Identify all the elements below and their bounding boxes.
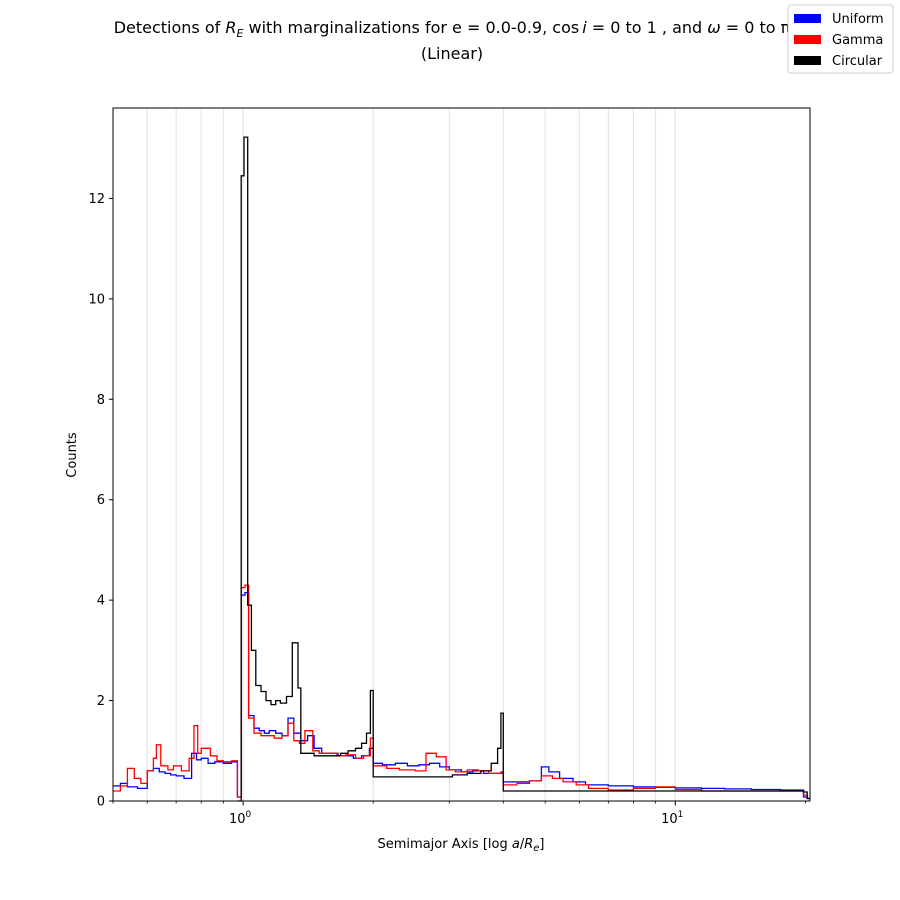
plot-area: [113, 108, 810, 801]
y-tick-label: 4: [97, 594, 105, 609]
series-layer: [113, 136, 810, 802]
chart-title-line2: (Linear): [421, 44, 483, 63]
axes-frame: [112, 107, 811, 802]
y-axis-label: Counts: [65, 432, 80, 478]
legend-swatch-uniform: [794, 14, 821, 23]
legend-label-circular: Circular: [832, 54, 883, 69]
y-tick-label: 12: [88, 192, 105, 207]
legend-swatch-gamma: [794, 35, 821, 44]
legend-label-uniform: Uniform: [832, 12, 884, 27]
y-tick-label: 8: [97, 393, 105, 408]
x-tick-label: 100: [229, 810, 252, 827]
series-line-gamma: [113, 584, 810, 800]
x-axis-ticks: 100 101: [112, 801, 806, 827]
legend-swatch-circular: [794, 56, 821, 65]
y-tick-label: 2: [97, 694, 105, 709]
series-line-circular: [237, 136, 810, 802]
legend-label-gamma: Gamma: [832, 33, 883, 48]
x-axis-label: Semimajor Axis [log a/Re]: [378, 837, 545, 854]
y-axis-ticks: 0 2 4 6 8 10 12: [88, 192, 113, 810]
legend: Uniform Gamma Circular: [787, 4, 894, 74]
y-tick-label: 6: [97, 493, 105, 508]
chart-title-line1: Detections of RE with marginalizations f…: [114, 18, 791, 40]
grid-lines: [146, 108, 676, 801]
x-tick-label: 101: [661, 810, 683, 827]
y-tick-label: 10: [88, 292, 105, 307]
y-tick-label: 0: [97, 795, 105, 810]
